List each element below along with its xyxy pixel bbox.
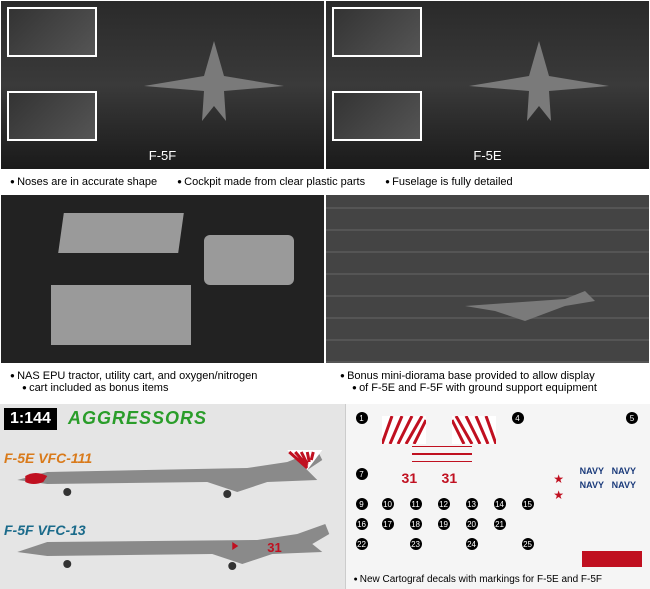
decal-sheet: 31 31 NAVY NAVY NAVY NAVY ★ ★ 1 4 5 7 9 …: [352, 410, 644, 565]
decal-sunburst: [382, 416, 426, 444]
bullets-left: NAS EPU tractor, utility cart, and oxyge…: [10, 370, 310, 394]
svg-text:31: 31: [267, 540, 281, 555]
decal-sunburst: [412, 446, 472, 462]
bullet: Fuselage is fully detailed: [385, 176, 513, 188]
decal-index: 21: [494, 518, 506, 530]
bullet: NAS EPU tractor, utility cart, and oxyge…: [10, 370, 257, 382]
panel-f5f: F-5F: [0, 0, 325, 170]
decal-index: 23: [410, 538, 422, 550]
top-photo-row: F-5F F-5E: [0, 0, 650, 170]
inset-cockpit: [332, 7, 422, 57]
decal-index: 22: [356, 538, 368, 550]
decal-star: ★: [553, 472, 564, 486]
bullet: Cockpit made from clear plastic parts: [177, 176, 365, 188]
decal-index: 10: [382, 498, 394, 510]
inset-cockpit: [7, 7, 97, 57]
bullet: Noses are in accurate shape: [10, 176, 157, 188]
panel-diorama: [325, 194, 650, 364]
logo-cartograf: [582, 551, 642, 567]
inset-nose: [7, 91, 97, 141]
decal-navy: NAVY: [580, 480, 604, 490]
panel-f5e: F-5E: [325, 0, 650, 170]
decal-index: 25: [522, 538, 534, 550]
decal-index: 7: [356, 468, 368, 480]
bullet: Bonus mini-diorama base provided to allo…: [340, 370, 595, 382]
decal-index: 24: [466, 538, 478, 550]
decal-index: 12: [438, 498, 450, 510]
bullet-cont: of F-5E and F-5F with ground support equ…: [352, 382, 597, 394]
decal-star: ★: [553, 488, 564, 502]
decal-index: 17: [382, 518, 394, 530]
decal-index: 15: [522, 498, 534, 510]
feature-bullets-2: NAS EPU tractor, utility cart, and oxyge…: [0, 364, 650, 404]
decal-index: 1: [356, 412, 368, 424]
jet-f5f: [124, 31, 304, 131]
inset-nose: [332, 91, 422, 141]
bullets-right: Bonus mini-diorama base provided to allo…: [340, 370, 640, 394]
decal-index: 18: [410, 518, 422, 530]
decal-navy: NAVY: [612, 480, 636, 490]
decal-navy: NAVY: [612, 466, 636, 476]
label-f5f: F-5F: [149, 148, 176, 163]
title-aggressors: AGGRESSORS: [68, 408, 207, 429]
bullet-cont: cart included as bonus items: [22, 382, 168, 394]
decal-caption: New Cartograf decals with markings for F…: [354, 574, 642, 585]
scale-badge: 1:144: [4, 408, 57, 430]
decal-index: 19: [438, 518, 450, 530]
decal-sunburst: [452, 416, 496, 444]
profile-f5f: 31: [4, 514, 341, 570]
bottom-row: 1:144 AGGRESSORS F-5E VFC-111 F-5F VFC-1…: [0, 404, 650, 589]
decal-index: 4: [512, 412, 524, 424]
decal-index: 5: [626, 412, 638, 424]
decal-index: 20: [466, 518, 478, 530]
decal-index: 11: [410, 498, 422, 510]
panel-profiles: 1:144 AGGRESSORS F-5E VFC-111 F-5F VFC-1…: [0, 404, 345, 589]
decal-navy: NAVY: [580, 466, 604, 476]
diorama-jet: [455, 271, 605, 331]
panel-gse: [0, 194, 325, 364]
decal-index: 13: [466, 498, 478, 510]
decal-index: 14: [494, 498, 506, 510]
decal-num-31: 31: [442, 470, 458, 486]
gse-missile-cart: [58, 213, 184, 253]
gse-epu-tractor: [51, 285, 191, 345]
decal-index: 9: [356, 498, 368, 510]
panel-decals: 31 31 NAVY NAVY NAVY NAVY ★ ★ 1 4 5 7 9 …: [345, 404, 650, 589]
mid-photo-row: [0, 194, 650, 364]
gse-nitrogen-cart: [204, 235, 294, 285]
jet-f5e: [449, 31, 629, 131]
label-f5e: F-5E: [473, 148, 501, 163]
decal-num-31: 31: [402, 470, 418, 486]
decal-index: 16: [356, 518, 368, 530]
profile-f5e: [4, 442, 341, 498]
feature-bullets-1: Noses are in accurate shape Cockpit made…: [0, 170, 650, 194]
